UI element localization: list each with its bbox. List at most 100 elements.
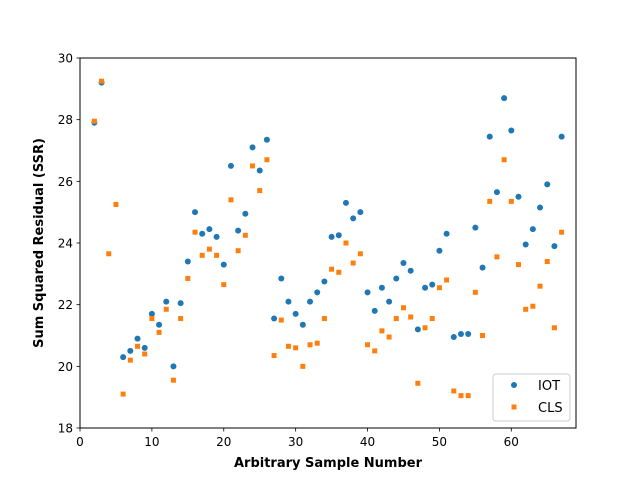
cls-point [99, 78, 105, 84]
cls-point [458, 393, 464, 399]
iot-point [414, 326, 421, 333]
iot-point [371, 307, 378, 314]
cls-point [350, 260, 356, 266]
iot-point [501, 95, 508, 102]
iot-point [127, 347, 134, 354]
cls-point [559, 229, 565, 235]
y-tick-label: 18 [58, 422, 73, 436]
iot-point [263, 136, 270, 143]
cls-point [329, 266, 335, 272]
iot-point [242, 210, 249, 217]
iot-point [450, 334, 457, 341]
iot-point [148, 310, 155, 317]
cls-point [523, 306, 529, 312]
cls-point [142, 351, 148, 357]
cls-point [91, 118, 97, 124]
cls-point [321, 316, 327, 322]
x-axis-label: Arbitrary Sample Number [234, 456, 423, 471]
iot-point [235, 227, 242, 234]
cls-point [544, 259, 550, 264]
iot-point [134, 335, 141, 342]
iot-point [493, 189, 500, 196]
cls-point [221, 282, 227, 288]
x-tick-label: 50 [432, 435, 447, 449]
x-tick-label: 0 [76, 435, 84, 449]
x-tick-label: 60 [504, 435, 519, 449]
iot-point [443, 230, 450, 237]
iot-point [292, 310, 299, 317]
iot-point [141, 344, 148, 351]
cls-point [271, 353, 277, 359]
iot-point [400, 260, 407, 267]
cls-point [170, 377, 176, 383]
iot-point [558, 133, 565, 140]
cls-point [494, 254, 500, 260]
cls-point [214, 252, 220, 258]
y-axis-label: Sum Squared Residual (SSR) [32, 138, 47, 348]
cls-point [501, 157, 507, 163]
cls-point [149, 316, 155, 322]
cls-point [530, 303, 536, 309]
iot-point [429, 281, 436, 288]
cls-point [178, 316, 184, 322]
y-tick-label: 26 [58, 175, 73, 189]
iot-point [386, 298, 393, 305]
cls-point [185, 275, 191, 281]
cls-point [278, 317, 284, 323]
cls-point [444, 277, 450, 283]
iot-point [227, 162, 234, 169]
cls-point [465, 393, 471, 399]
iot-point [472, 224, 479, 231]
x-tick-label: 10 [144, 435, 159, 449]
cls-point [293, 345, 299, 351]
iot-point [120, 354, 127, 361]
iot-point [328, 233, 335, 240]
cls-point [314, 340, 320, 346]
cls-point [192, 229, 198, 235]
cls-point [285, 343, 291, 349]
iot-point [407, 267, 414, 274]
cls-point [264, 157, 270, 163]
y-tick-label: 20 [58, 360, 73, 374]
iot-point [522, 241, 529, 248]
cls-point [508, 198, 514, 204]
iot-point [465, 330, 472, 337]
iot-point [529, 226, 536, 233]
iot-point [256, 167, 263, 174]
iot-point [378, 284, 385, 291]
iot-point [479, 264, 486, 271]
iot-point [350, 215, 357, 222]
iot-point [278, 275, 285, 282]
series-layer [91, 78, 565, 399]
iot-point [436, 247, 443, 254]
cls-point [228, 197, 234, 203]
cls-point [551, 325, 557, 331]
cls-point [357, 251, 363, 257]
cls-point [515, 262, 521, 268]
cls-point [250, 163, 256, 169]
iot-point [249, 144, 256, 151]
cls-point [415, 380, 421, 386]
cls-point [336, 269, 342, 275]
iot-point [551, 243, 558, 250]
legend-iot-label: IOT [538, 379, 560, 394]
iot-point [544, 181, 551, 188]
plot-background [80, 58, 576, 428]
iot-point [177, 300, 184, 307]
legend-iot-marker [511, 382, 517, 388]
cls-point [300, 363, 306, 369]
cls-point [472, 289, 478, 295]
cls-point [436, 285, 442, 291]
cls-point [106, 251, 112, 257]
cls-point [242, 232, 248, 238]
cls-point [307, 342, 313, 348]
legend: IOT CLS [492, 373, 571, 422]
iot-point [342, 199, 349, 206]
iot-point [184, 258, 191, 265]
iot-point [213, 233, 220, 240]
cls-point [400, 305, 406, 311]
y-tick-label: 22 [58, 298, 73, 312]
iot-point [192, 209, 199, 216]
cls-point [199, 252, 205, 258]
